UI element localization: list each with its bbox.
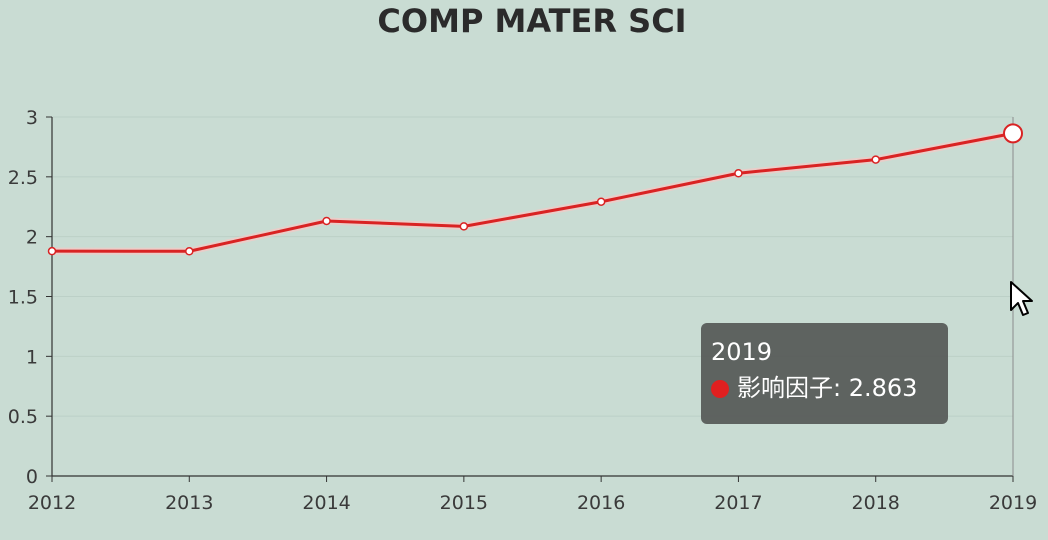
tooltip: 2019 影响因子: 2.863 xyxy=(701,323,948,424)
y-tick-label: 0.5 xyxy=(8,406,38,428)
tooltip-series-name: 影响因子 xyxy=(737,374,833,402)
x-tick-label: 2016 xyxy=(577,492,625,514)
series-line-glow xyxy=(51,129,1014,255)
x-tick-label: 2012 xyxy=(28,492,76,514)
data-point[interactable] xyxy=(459,222,469,231)
data-point[interactable] xyxy=(596,197,606,206)
y-tick-label: 1.5 xyxy=(8,287,38,309)
chart-title: COMP MATER SCI xyxy=(377,2,686,40)
y-tick-label: 0 xyxy=(26,466,38,488)
y-tick-label: 2 xyxy=(26,227,38,249)
x-tick-label: 2013 xyxy=(165,492,213,514)
data-point-highlighted[interactable] xyxy=(1003,123,1023,144)
y-tick-label: 1 xyxy=(26,346,38,368)
x-tick-label: 2017 xyxy=(714,492,762,514)
x-tick-label: 2018 xyxy=(852,492,900,514)
x-axis-ticks: 2012 2013 2014 2015 2016 2017 2018 2019 xyxy=(28,476,1037,514)
data-point[interactable] xyxy=(185,247,194,256)
x-tick-label: 2015 xyxy=(440,492,488,514)
x-tick-label: 2019 xyxy=(989,492,1037,514)
series-group xyxy=(47,123,1023,256)
tooltip-series-dot xyxy=(711,380,729,398)
data-point[interactable] xyxy=(322,216,331,226)
y-tick-label: 3 xyxy=(26,107,38,129)
tooltip-separator: : xyxy=(833,374,842,402)
x-tick-label: 2014 xyxy=(302,492,350,514)
data-point[interactable] xyxy=(47,246,57,256)
tooltip-value: 2.863 xyxy=(848,374,918,402)
data-point[interactable] xyxy=(871,155,880,164)
y-axis-ticks: 0 0.5 1 1.5 2 2.5 3 xyxy=(8,107,52,488)
series-line xyxy=(51,131,1014,253)
mouse-cursor-icon xyxy=(1010,281,1033,316)
tooltip-row: 影响因子: 2.863 xyxy=(711,371,938,405)
data-point[interactable] xyxy=(734,168,743,178)
y-tick-label: 2.5 xyxy=(8,167,38,189)
tooltip-title: 2019 xyxy=(711,338,773,366)
